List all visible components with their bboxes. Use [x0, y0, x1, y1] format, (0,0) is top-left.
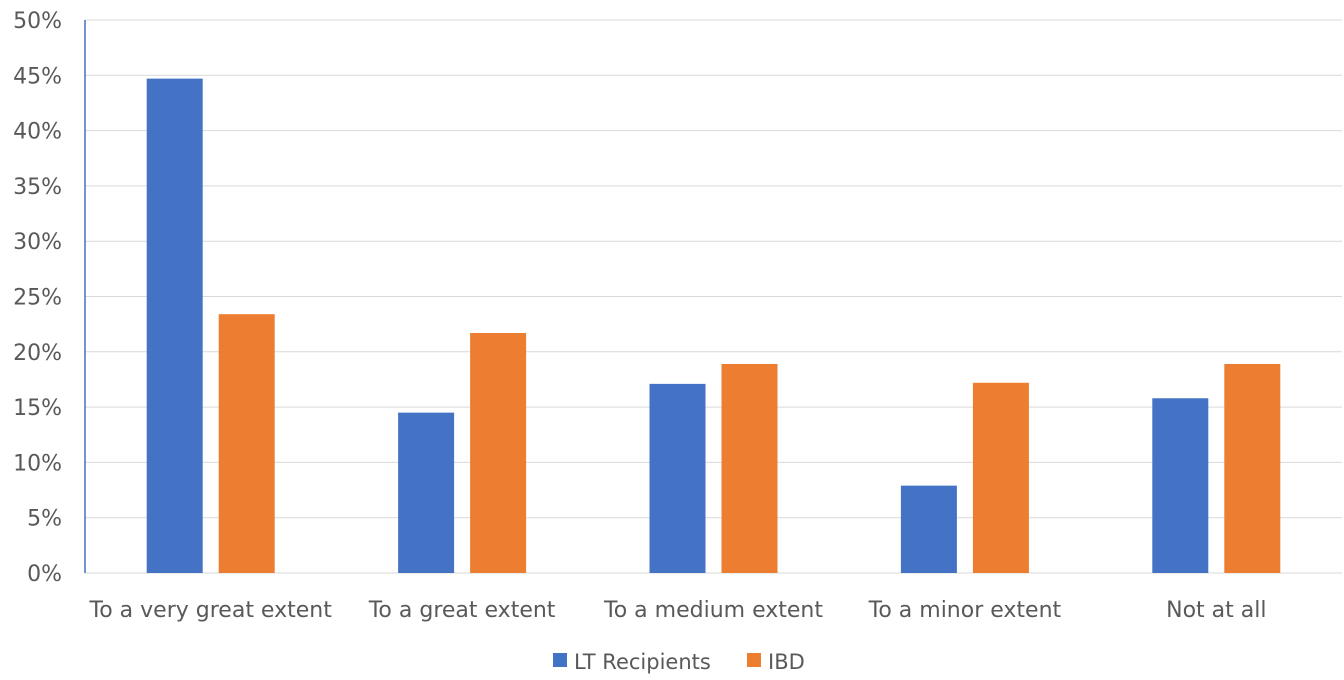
bar-lt-recipients-2	[649, 383, 706, 573]
bar-ibd-4	[1224, 363, 1281, 573]
bar-lt-recipients-0	[146, 78, 203, 574]
bar-ibd-0	[218, 314, 275, 573]
y-tick-label: 10%	[13, 451, 62, 476]
bar-lt-recipients-4	[1152, 398, 1209, 573]
bar-lt-recipients-1	[398, 412, 455, 573]
gridlines	[85, 19, 1342, 574]
legend-swatch-1	[747, 653, 761, 667]
y-tick-label: 50%	[13, 9, 62, 34]
legend-label: IBD	[768, 650, 805, 674]
x-tick-label: To a very great extent	[89, 598, 333, 623]
y-tick-label: 5%	[27, 507, 62, 532]
x-axis-ticks: To a very great extent To a great extent T…	[89, 598, 1267, 623]
x-tick-label: To a great extent	[368, 598, 556, 623]
bar-ibd-2	[721, 363, 778, 573]
legend: LT Recipients IBD	[553, 650, 805, 674]
y-tick-label: 45%	[13, 64, 62, 89]
y-tick-label: 30%	[13, 230, 62, 255]
y-tick-label: 0%	[27, 562, 62, 587]
bar-ibd-1	[470, 332, 527, 573]
x-tick-label: To a medium extent	[603, 598, 823, 623]
x-tick-label: To a minor extent	[868, 598, 1062, 623]
y-axis-ticks: 0% 5% 10% 15% 20% 25% 30% 35% 40% 45% 50%	[13, 9, 62, 587]
bar-lt-recipients-3	[900, 485, 957, 573]
legend-label: LT Recipients	[574, 650, 711, 674]
y-tick-label: 40%	[13, 120, 62, 145]
y-tick-label: 20%	[13, 341, 62, 366]
y-tick-label: 25%	[13, 286, 62, 311]
y-tick-label: 35%	[13, 175, 62, 200]
bars	[146, 78, 1281, 574]
x-tick-label: Not at all	[1166, 598, 1266, 623]
legend-swatch-0	[553, 653, 567, 667]
bar-ibd-3	[972, 382, 1029, 573]
y-tick-label: 15%	[13, 396, 62, 421]
